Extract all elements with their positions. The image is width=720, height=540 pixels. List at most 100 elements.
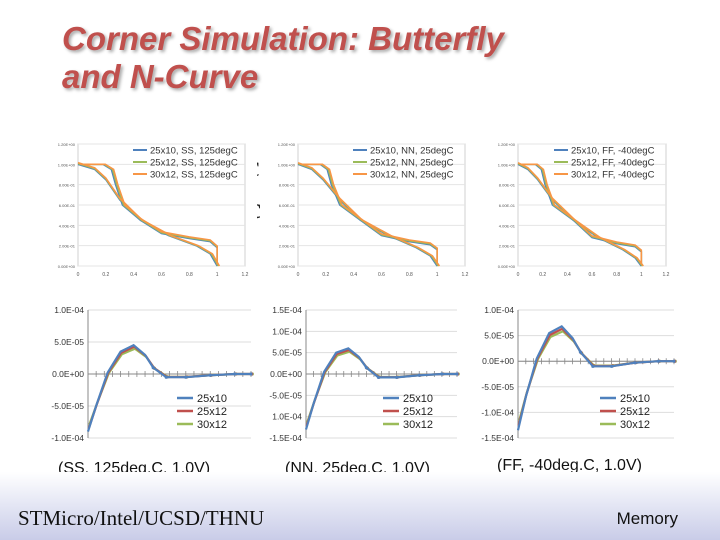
series-marker [417, 373, 421, 377]
series-marker [656, 359, 660, 363]
legend-label: 30x12 [620, 419, 650, 431]
title-line-1: Corner Simulation: Butterfly [62, 20, 504, 57]
x-tick-label: 0.2 [102, 272, 109, 278]
y-tick-label: 0.00E+00 [278, 264, 296, 269]
butterfly-chart-ss-svg: 0.00E+00 2.00E-01 4.00E-01 6.00E-01 8.00E-01… [58, 142, 249, 278]
legend-label: 25x12 [197, 406, 227, 418]
y-tick-label: 5.0E-05 [272, 348, 302, 358]
y-tick-label: 2.00E-01 [59, 244, 76, 249]
series-marker [184, 375, 188, 379]
x-tick-label: 1.2 [242, 272, 249, 278]
butterfly-chart-ff: 0.00E+00 2.00E-01 4.00E-01 6.00E-01 8.00E-01… [480, 136, 678, 286]
butterfly-chart-nn: 0.00E+00 2.00E-01 4.00E-01 6.00E-01 8.00E-01… [260, 136, 477, 286]
legend-label: 30x12, NN, 25degC [370, 170, 454, 181]
ncurve-chart-ff-svg: 1.0E-04 5.0E-05 0.0E+00 -5.0E-05 -1.0E-04 -1.… [481, 305, 677, 443]
series-marker [591, 364, 595, 368]
series-line-b [77, 161, 218, 265]
y-tick-label: -1.0E-04 [481, 407, 514, 417]
y-tick-label: 1.0E-04 [54, 305, 84, 315]
butterfly-chart-ss: 0.00E+00 2.00E-01 4.00E-01 6.00E-01 8.00E-01… [40, 136, 257, 286]
x-tick-label: 1 [436, 272, 439, 278]
series-marker [233, 372, 237, 376]
y-tick-label: -5.0E-05 [51, 401, 84, 411]
y-tick-label: 1.20E+00 [278, 142, 296, 147]
series-marker [249, 372, 253, 376]
series-line-a [300, 163, 441, 267]
title-line-2: and N-Curve [62, 58, 259, 95]
legend-label: 30x12, FF, -40degC [571, 170, 655, 181]
y-tick-label: 1.00E+00 [278, 162, 296, 167]
legend-label: 25x12, FF, -40degC [571, 158, 655, 169]
y-tick-label: -5.0E-05 [481, 382, 514, 392]
slide-title: Corner Simulation: Butterfly and N-Curve [62, 20, 622, 96]
y-tick-label: 4.00E-01 [59, 223, 76, 228]
ncurve-chart-ss-svg: 1.0E-04 5.0E-05 0.0E+00 -5.0E-05 -1.0E-04 25x… [51, 305, 254, 443]
x-tick-label: 0.4 [564, 272, 571, 278]
y-tick-label: 5.0E-05 [54, 337, 84, 347]
legend-label: 25x10 [620, 393, 650, 405]
y-tick-label: 2.00E-01 [279, 244, 296, 249]
legend-label: 30x12 [197, 419, 227, 431]
footer-band [0, 472, 720, 540]
legend-label: 30x12, SS, 125degC [150, 170, 238, 181]
series-line-a [520, 163, 644, 267]
y-tick-label: -1.0E-04 [51, 433, 84, 443]
x-tick-label: 1.2 [462, 272, 469, 278]
x-tick-label: 0.8 [613, 272, 620, 278]
y-tick-label: 8.00E-01 [499, 183, 516, 188]
y-tick-label: 0.00E+00 [498, 264, 516, 269]
series-line-b [297, 161, 438, 265]
x-tick-label: 0.2 [539, 272, 546, 278]
y-tick-label: 0.0E+00 [270, 369, 302, 379]
series-marker [364, 366, 368, 370]
legend-label: 25x10, SS, 125degC [150, 146, 238, 157]
ncurve-chart-nn: 1.5E-04 1.0E-04 5.0E-05 0.0E+00 -5.0E-05 1.0E… [258, 300, 463, 450]
x-tick-label: 0 [77, 272, 80, 278]
series-marker [440, 372, 444, 376]
series-line [305, 348, 458, 427]
x-tick-label: 0 [297, 272, 300, 278]
caption-ff: (FF, -40deg.C, 1.0V) [497, 457, 642, 474]
series-marker [610, 364, 614, 368]
x-tick-label: 0.4 [130, 272, 137, 278]
series-line-b [517, 161, 643, 265]
ncurve-chart-nn-svg: 1.5E-04 1.0E-04 5.0E-05 0.0E+00 -5.0E-05 1.0E… [269, 305, 460, 443]
series-line [88, 347, 253, 426]
series-marker [164, 375, 168, 379]
legend-label: 25x12 [403, 406, 433, 418]
series-marker [151, 366, 155, 370]
y-tick-label: 1.0E-04 [484, 305, 514, 315]
legend-label: 25x12 [620, 406, 650, 418]
legend-label: 25x10, NN, 25degC [370, 146, 454, 157]
x-tick-label: 0.2 [322, 272, 329, 278]
series-line [517, 327, 675, 426]
y-tick-label: 1.0E-04 [272, 326, 302, 336]
legend-label: 25x10 [197, 393, 227, 405]
y-tick-label: 1.5E-04 [272, 305, 302, 315]
series-marker [633, 361, 637, 365]
legend-label: 30x12 [403, 419, 433, 431]
y-tick-label: -1.5E-04 [269, 433, 302, 443]
series-marker [455, 372, 459, 376]
y-tick-label: 2.00E-01 [499, 244, 516, 249]
y-tick-label: 1.00E+00 [58, 162, 76, 167]
series-line [86, 343, 251, 432]
y-tick-label: 5.0E-05 [484, 331, 514, 341]
y-tick-label: 1.0E-04 [272, 412, 302, 422]
x-tick-label: 0.6 [378, 272, 385, 278]
footer-affiliation: STMicro/Intel/UCSD/THNU [18, 506, 265, 530]
y-tick-label: 6.00E-01 [279, 203, 296, 208]
legend-label: 25x10 [403, 393, 433, 405]
y-tick-label: 1.20E+00 [58, 142, 76, 147]
x-tick-label: 0.6 [158, 272, 165, 278]
y-tick-label: 0.0E+00 [482, 356, 514, 366]
series-line [516, 325, 674, 431]
butterfly-chart-ff-svg: 0.00E+00 2.00E-01 4.00E-01 6.00E-01 8.00E-01… [498, 142, 670, 278]
y-tick-label: 4.00E-01 [499, 223, 516, 228]
series-marker [672, 359, 676, 363]
ncurve-chart-ss: 1.0E-04 5.0E-05 0.0E+00 -5.0E-05 -1.0E-04 25x… [40, 300, 257, 450]
series-marker [578, 350, 582, 354]
series-marker [395, 375, 399, 380]
y-tick-label: 8.00E-01 [279, 183, 296, 188]
x-tick-label: 0.8 [186, 272, 193, 278]
